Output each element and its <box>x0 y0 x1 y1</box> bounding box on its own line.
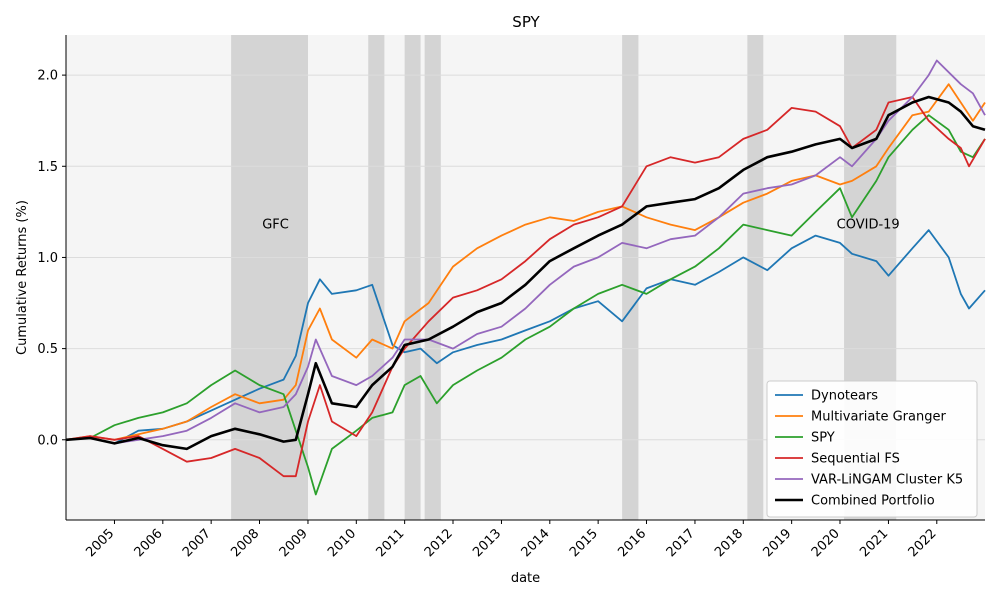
shaded-region-5 <box>747 35 764 520</box>
shaded-region-2 <box>404 35 421 520</box>
y-tick-label-3: 1.5 <box>37 160 58 175</box>
series-lines <box>65 59 986 496</box>
y-axis-title: Cumulative Returns (%) <box>15 200 30 355</box>
shaded-region-0 <box>231 35 308 520</box>
y-tick-label-2: 1.0 <box>37 251 58 266</box>
axes <box>65 35 985 521</box>
annotation-1: COVID-19 <box>837 217 900 232</box>
series-line-2 <box>65 114 986 496</box>
y-tick-label-1: 0.5 <box>37 342 58 357</box>
y-tick-label-4: 2.0 <box>37 69 58 84</box>
legend-label-2: SPY <box>811 431 835 446</box>
x-axis-title: date <box>511 571 540 586</box>
series-line-1 <box>65 83 986 441</box>
chart-title: SPY <box>512 13 540 31</box>
annotation-0: GFC <box>262 217 289 232</box>
legend-box <box>766 380 978 518</box>
plot-area: GFC COVID-19 <box>65 35 986 520</box>
legend-label-1: Multivariate Granger <box>811 410 946 425</box>
series-line-5 <box>65 95 986 451</box>
shaded-region-4 <box>622 35 639 520</box>
legend: Dynotears Multivariate Granger SPY Sequenti… <box>766 380 978 518</box>
legend-label-0: Dynotears <box>811 389 878 404</box>
series-line-3 <box>65 96 986 478</box>
legend-label-5: Combined Portfolio <box>811 494 935 509</box>
y-tick-labels: 0.0 0.5 1.0 1.5 2.0 <box>37 69 66 448</box>
annotations: GFC COVID-19 <box>262 217 900 232</box>
legend-label-4: VAR-LiNGAM Cluster K5 <box>811 473 963 488</box>
y-tick-label-0: 0.0 <box>37 433 58 448</box>
shaded-region-3 <box>424 35 441 520</box>
series-line-4 <box>65 59 986 445</box>
series-line-0 <box>65 229 986 445</box>
legend-label-3: Sequential FS <box>811 452 900 467</box>
shaded-region-1 <box>368 35 385 520</box>
